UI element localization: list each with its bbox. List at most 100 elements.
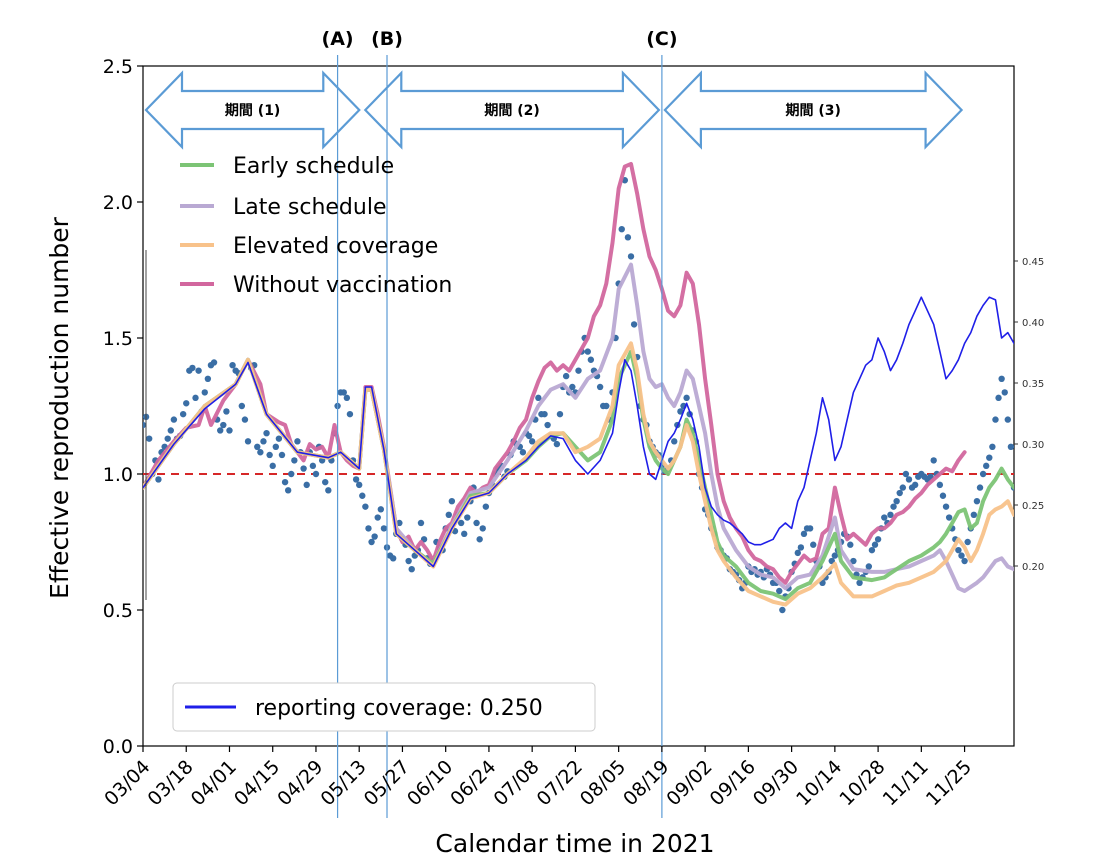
marker-label-0: (A) [322, 28, 354, 50]
scatter-point-137 [562, 372, 570, 380]
scatter-point-245 [896, 489, 903, 497]
series-line-late-schedule [143, 262, 1014, 593]
period-label-1: 期間 (1) [225, 103, 280, 119]
x-tick-label-14: 09/16 [706, 756, 760, 810]
marker-label-1: (B) [371, 28, 403, 50]
scatter-point-243 [890, 503, 897, 510]
x-tick-label-17: 10/28 [835, 756, 889, 810]
scatter-point-134 [553, 440, 561, 448]
scatter-point-261 [945, 514, 953, 521]
scatter-point-108 [473, 519, 480, 527]
legend-lower: reporting coverage: 0.250 [172, 682, 596, 732]
scatter-point-267 [964, 538, 971, 546]
x-tick-label-12: 08/19 [619, 756, 673, 810]
period-label-2: 期間 (2) [484, 103, 539, 119]
scatter-point-176 [683, 394, 690, 402]
scatter-point-230 [850, 557, 857, 565]
scatter-point-126 [528, 438, 536, 445]
scatter-point-155 [618, 226, 625, 233]
scatter-point-144 [584, 348, 591, 355]
scatter-point-14 [183, 400, 190, 407]
y-tick-label-0: 0.0 [103, 736, 133, 758]
scatter-point-174 [677, 408, 684, 415]
scatter-point-73 [365, 525, 372, 532]
scatter-point-110 [479, 525, 486, 532]
scatter-point-81 [389, 555, 397, 562]
scatter-point-172 [671, 438, 678, 445]
x-tick-label-8: 06/24 [446, 756, 500, 810]
scatter-point-43 [272, 443, 280, 450]
scatter-point-26 [220, 421, 227, 429]
scatter-point-280 [1004, 416, 1012, 423]
scatter-point-74 [368, 538, 375, 546]
scatter-point-104 [461, 530, 468, 538]
scatter-point-45 [278, 451, 286, 459]
series-line-without-vaccination [143, 161, 967, 585]
x-tick-label-13: 09/02 [662, 756, 716, 810]
scatter-point-13 [179, 410, 187, 418]
x-tick-label-9: 07/08 [489, 756, 543, 810]
scatter-point-139 [569, 383, 576, 391]
right-tick-label-2: 0.35 [1022, 379, 1044, 390]
scatter-point-265 [958, 552, 965, 559]
scatter-point-8 [164, 435, 171, 442]
x-tick-label-11: 08/05 [576, 756, 630, 810]
scatter-point-217 [810, 541, 817, 548]
scatter-point-157 [624, 234, 632, 241]
scatter-point-123 [519, 449, 527, 456]
scatter-point-273 [983, 462, 990, 470]
scatter-point-281 [1007, 443, 1014, 450]
series-line-reporting-coverage-0-250 [143, 296, 1014, 568]
scatter-point-48 [288, 470, 295, 478]
x-tick-label-15: 09/30 [749, 756, 803, 810]
scatter-point-216 [806, 525, 814, 532]
right-tick-label-3: 0.30 [1022, 440, 1044, 451]
scatter-point-244 [893, 498, 900, 505]
scatter-point-52 [300, 465, 307, 472]
legend-label-late: Late schedule [233, 195, 386, 220]
scatter-point-18 [195, 367, 202, 374]
scatter-point-277 [995, 394, 1002, 402]
legend-label-early: Early schedule [233, 154, 394, 179]
scatter-point-274 [986, 454, 993, 461]
scatter-point-278 [998, 375, 1005, 382]
scatter-point-232 [856, 579, 863, 586]
scatter-point-150 [603, 402, 610, 410]
right-tick-label-4: 0.25 [1022, 501, 1044, 512]
scatter-point-53 [303, 481, 310, 489]
x-tick-label-5: 05/13 [316, 756, 370, 810]
series-line-early-schedule [143, 349, 1014, 602]
scatter-point-55 [309, 462, 317, 470]
x-tick-label-3: 04/15 [230, 756, 284, 810]
scatter-point-46 [281, 478, 289, 486]
period-arrow-1 [144, 70, 361, 150]
x-tick-label-19: 11/25 [922, 756, 976, 810]
scatter-point-238 [874, 536, 882, 543]
scatter-point-276 [992, 416, 999, 423]
x-tick-label-10: 07/22 [533, 756, 587, 810]
scatter-point-130 [541, 410, 548, 418]
scatter-point-259 [939, 492, 947, 499]
scatter-point-40 [263, 430, 270, 437]
x-axis-label: Calendar time in 2021 [435, 829, 714, 858]
x-tick-label-1: 03/18 [143, 756, 197, 810]
scatter-point-77 [377, 506, 385, 513]
scatter-point-128 [535, 394, 542, 402]
right-tick-label-0: 0.45 [1022, 257, 1044, 268]
scatter-point-32 [238, 402, 246, 410]
y-tick-label-5: 2.5 [103, 56, 133, 78]
scatter-point-75 [371, 533, 378, 540]
y-tick-label-2: 1.0 [103, 464, 133, 486]
legend-label-without: Without vaccination [233, 273, 452, 298]
scatter-point-145 [587, 356, 595, 363]
scatter-point-60 [325, 487, 332, 494]
scatter-point-111 [482, 503, 490, 510]
x-tick-label-2: 04/01 [187, 756, 241, 810]
x-ticks: 03/0403/1804/0104/1504/2905/1305/2706/10… [100, 746, 976, 810]
scatter-point-272 [979, 470, 987, 478]
scatter-point-56 [312, 470, 320, 478]
scatter-point-213 [797, 544, 805, 551]
scatter-point-235 [865, 563, 873, 570]
legend-upper: Early schedule Late schedule Elevated co… [180, 154, 452, 298]
